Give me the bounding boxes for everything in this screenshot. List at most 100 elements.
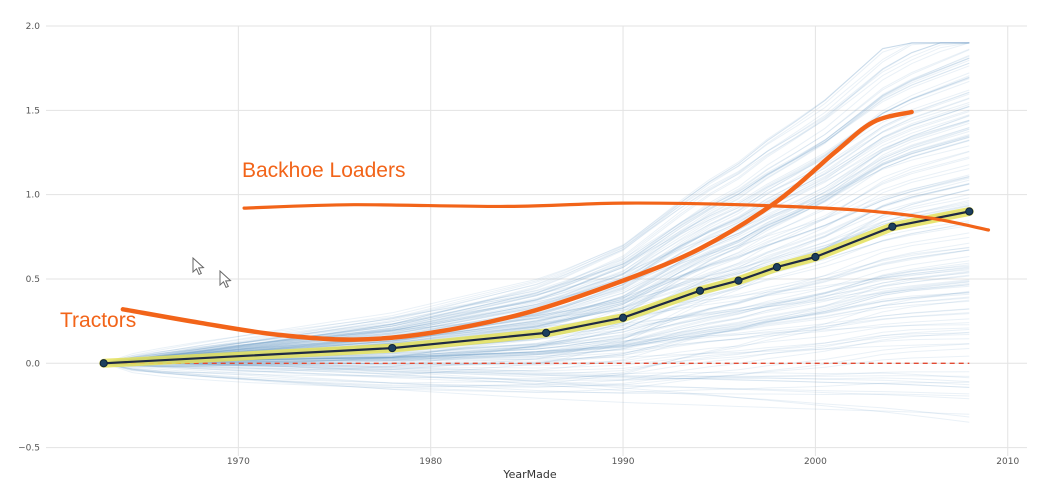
x-axis-label: YearMade (502, 468, 557, 481)
ice-line (103, 332, 970, 366)
ice-line (103, 106, 970, 364)
cursor-icons (192, 256, 232, 289)
ice-line (103, 362, 970, 381)
ice-line (103, 76, 970, 364)
ice-line (103, 42, 970, 364)
tick-labels: 1970 1980 1990 2000 2010 −0.5 0.0 0.5 1.0 1.5 2.0 (18, 22, 1019, 467)
average-line (103, 210, 970, 365)
ice-line (103, 362, 970, 395)
ice-line (103, 136, 970, 364)
ice-line (103, 362, 970, 397)
ice-line (103, 362, 970, 423)
backhoe-loaders-curve (242, 201, 991, 232)
ice-line (103, 42, 970, 364)
cursor-icon (219, 269, 232, 289)
ice-line (103, 42, 970, 364)
ice-line (103, 269, 970, 364)
ice-line (103, 362, 970, 400)
gridlines (46, 25, 1027, 456)
ice-line (103, 362, 970, 418)
ice-line (103, 329, 970, 380)
y-tick-label: 0.0 (26, 359, 41, 369)
ice-line (103, 308, 970, 364)
ice-line (103, 42, 970, 364)
ice-line (103, 57, 970, 364)
x-tick-label: 2010 (996, 457, 1019, 467)
ice-line (103, 119, 970, 364)
x-tick-label: 1970 (227, 457, 250, 467)
average-point (618, 313, 628, 322)
ice-line (103, 48, 970, 364)
tractors-curve (120, 109, 914, 342)
ice-line (103, 145, 970, 364)
ice-line (103, 271, 970, 375)
ice-line (103, 256, 970, 364)
average-point (888, 222, 897, 231)
ice-line (103, 260, 970, 366)
ice-line (103, 109, 970, 364)
ice-line (103, 120, 970, 364)
ice-line (103, 151, 970, 368)
ice-line (103, 284, 970, 364)
ice-line (103, 62, 970, 364)
y-tick-label: 2.0 (26, 22, 41, 32)
ice-line (103, 274, 970, 365)
ice-line (103, 290, 970, 389)
ice-line (103, 264, 970, 365)
ice-line (103, 59, 970, 364)
ice-line (103, 42, 970, 364)
y-tick-label: 0.5 (26, 275, 40, 285)
ice-line (103, 140, 970, 364)
ice-line (103, 42, 970, 364)
ice-line (103, 42, 970, 364)
ice-line (103, 91, 970, 364)
ice-line (103, 189, 970, 371)
ice-line (103, 176, 970, 364)
ice-lines (103, 42, 970, 423)
ice-line (103, 105, 970, 364)
ice-line (103, 296, 970, 364)
ice-line (103, 343, 970, 388)
ice-line (103, 75, 970, 364)
ice-line (103, 281, 970, 364)
average-point (388, 343, 397, 353)
ice-line (103, 362, 970, 383)
ice-line (103, 324, 970, 365)
ice-line (103, 42, 970, 364)
ice-line (103, 225, 970, 364)
average-point (695, 286, 705, 295)
ice-line (103, 209, 970, 364)
ice-line (103, 343, 970, 364)
x-tick-label: 1990 (612, 457, 635, 467)
ice-line (103, 65, 970, 364)
average-point (772, 263, 782, 272)
ice-line (103, 55, 970, 364)
ice-line (103, 362, 970, 377)
ice-line (103, 62, 970, 364)
y-tick-label: 1.0 (26, 191, 41, 201)
ice-line (103, 284, 970, 367)
ice-line (103, 267, 970, 364)
tractors-label: Tractors (60, 309, 136, 332)
ice-line (103, 362, 970, 415)
ice-line (103, 362, 970, 394)
ice-line (103, 312, 970, 364)
ice-line (103, 128, 970, 364)
ice-line (103, 327, 970, 375)
ice-line (103, 177, 970, 364)
ice-line (103, 242, 970, 365)
ice-line (103, 355, 970, 388)
ice-line (103, 42, 970, 364)
average-point (99, 359, 108, 368)
ice-line (103, 313, 970, 364)
ice-line (103, 348, 970, 393)
ice-line (103, 119, 970, 364)
ice-line (103, 42, 970, 364)
ice-line (103, 76, 970, 364)
ice-line (103, 102, 970, 364)
x-tick-label: 1980 (419, 457, 442, 467)
ice-line (103, 54, 970, 364)
average-point (734, 276, 743, 285)
ice-line (103, 114, 970, 364)
